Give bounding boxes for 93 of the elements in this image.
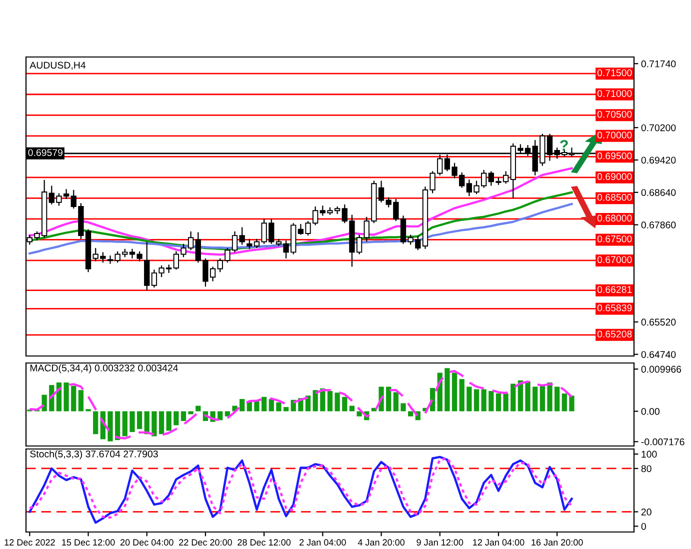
bar: [349, 406, 355, 412]
x-tick-label: 22 Dec 20:00: [179, 539, 232, 546]
ref-line-label: 0.67000: [597, 256, 632, 264]
bar: [108, 411, 113, 442]
x-tick-label: 20 Dec 04:00: [120, 539, 174, 546]
ref-line-label: 0.70000: [597, 132, 632, 139]
ref-line-label: 0.65839: [597, 304, 632, 312]
bar: [136, 411, 142, 430]
bar: [42, 394, 47, 412]
y-tick-label: 0.71740: [641, 60, 676, 68]
ref-line-label: 0.71000: [597, 90, 632, 97]
bar: [408, 411, 414, 416]
bar: [180, 411, 186, 422]
ref-line-label: 0.66281: [597, 286, 632, 293]
y-tick-label: 0.69420: [641, 156, 676, 164]
bar: [283, 407, 289, 412]
y-tick-label: 0.65520: [641, 318, 676, 326]
x-tick-label: 28 Dec 12:00: [238, 539, 291, 546]
bar: [488, 390, 494, 412]
x-tick-label: 15 Dec 12:00: [62, 539, 115, 546]
bar: [262, 396, 267, 412]
bar: [166, 411, 172, 431]
ref-line-label: 0.65208: [597, 330, 632, 338]
y-tick-label: 100: [642, 450, 657, 458]
annotation: ?: [560, 140, 568, 151]
ref-line-label: 0.71500: [597, 69, 632, 76]
ref-line-label: 0.69579: [28, 149, 63, 156]
y-tick-label: 0.009966: [641, 366, 682, 373]
bar: [152, 411, 157, 436]
bar: [400, 403, 406, 412]
bar: [525, 381, 530, 412]
y-tick-label: -0.007176: [641, 438, 684, 446]
bar: [196, 406, 201, 412]
x-tick-label: 4 Jan 20:00: [358, 539, 405, 546]
bar: [130, 411, 135, 432]
bar: [518, 380, 524, 412]
bar: [474, 389, 480, 412]
y-tick-label: 20: [641, 508, 652, 516]
bar: [554, 386, 560, 412]
bar: [276, 402, 282, 412]
bar: [562, 393, 567, 412]
y-tick-label: 0.64740: [641, 351, 676, 358]
ref-line-label: 0.69000: [597, 173, 632, 180]
bar: [71, 386, 76, 412]
bar: [496, 393, 502, 412]
ref-line-label: 0.68500: [597, 194, 632, 201]
y-tick-label: 0.00: [641, 408, 660, 415]
y-tick-label: 0: [641, 522, 646, 530]
bar: [342, 396, 348, 412]
bar: [569, 396, 574, 412]
bar: [312, 390, 318, 412]
bar: [334, 392, 340, 412]
y-tick-label: 0.70200: [641, 124, 676, 132]
chart-title: Stoch(5,3,3) 37.6704 27.7903: [30, 450, 158, 460]
chart-title: MACD(5,34,4) 0.003232 0.003424: [30, 364, 178, 374]
x-tick-label: 2 Jan 04:00: [300, 539, 346, 546]
ref-line-label: 0.67500: [597, 235, 632, 242]
bar: [466, 386, 472, 412]
y-tick-label: 0.68640: [641, 189, 676, 196]
ref-line-label: 0.69500: [597, 152, 632, 160]
y-tick-label: 0.67860: [641, 222, 676, 228]
bar: [158, 411, 164, 434]
ref-line-label: 0.70500: [597, 110, 632, 118]
bar: [386, 386, 392, 412]
bar: [356, 411, 362, 416]
bar: [78, 390, 84, 412]
x-tick-label: 12 Dec 2022: [4, 539, 55, 546]
x-tick-label: 12 Jan 04:00: [473, 539, 524, 546]
bar: [64, 382, 69, 412]
bar: [452, 372, 458, 412]
bar: [254, 401, 260, 412]
bar: [510, 384, 516, 412]
bar: [268, 398, 274, 412]
bar: [327, 390, 333, 412]
ref-line-label: 0.68000: [597, 214, 632, 222]
bar: [540, 386, 545, 412]
bar: [444, 368, 450, 412]
bar: [532, 386, 538, 412]
chart-title: AUDUSD,H4: [30, 62, 86, 70]
bar: [481, 389, 486, 412]
bar: [122, 411, 128, 436]
bar: [503, 393, 508, 412]
bar: [240, 398, 245, 412]
candlestick: [239, 226, 245, 246]
bar: [174, 411, 179, 426]
bar: [93, 411, 98, 434]
bar: [393, 392, 398, 412]
x-tick-label: 16 Jan 20:00: [532, 539, 583, 546]
y-tick-label: 80: [641, 465, 652, 472]
bar: [459, 379, 464, 412]
bar: [547, 382, 552, 412]
bar: [305, 396, 311, 412]
x-tick-label: 9 Jan 12:00: [416, 539, 464, 546]
